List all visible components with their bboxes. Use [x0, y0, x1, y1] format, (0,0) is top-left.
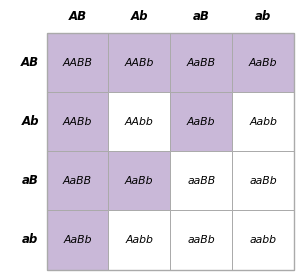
Text: AAbb: AAbb [125, 117, 154, 127]
Bar [108, 33, 170, 92]
Bar [46, 92, 108, 151]
Text: Aabb: Aabb [125, 235, 153, 245]
Bar [170, 92, 232, 151]
Text: Ab: Ab [130, 10, 148, 23]
Text: aabb: aabb [250, 235, 277, 245]
Bar [232, 210, 294, 270]
Text: aaBb: aaBb [249, 176, 277, 186]
Text: AB: AB [21, 56, 39, 69]
Bar [108, 92, 170, 151]
Bar [170, 33, 232, 92]
Text: AaBb: AaBb [125, 176, 154, 186]
Text: ab: ab [22, 233, 38, 246]
Text: aaBb: aaBb [188, 235, 215, 245]
Text: Ab: Ab [22, 115, 39, 128]
Text: AaBb: AaBb [187, 117, 215, 127]
Bar [170, 151, 232, 210]
Bar [46, 210, 108, 270]
Bar [46, 33, 108, 92]
Text: ab: ab [255, 10, 271, 23]
Text: AaBB: AaBB [63, 176, 92, 186]
Bar [170, 210, 232, 270]
Bar [108, 151, 170, 210]
Text: AABB: AABB [62, 57, 92, 68]
Bar [232, 33, 294, 92]
Text: aaBB: aaBB [187, 176, 215, 186]
Text: AABb: AABb [124, 57, 154, 68]
Text: AaBb: AaBb [249, 57, 277, 68]
Bar [232, 151, 294, 210]
Bar [46, 151, 108, 210]
Bar [232, 92, 294, 151]
Text: aB: aB [22, 174, 39, 187]
Text: AB: AB [68, 10, 86, 23]
Bar [46, 33, 294, 270]
Text: AaBb: AaBb [63, 235, 92, 245]
Text: Aabb: Aabb [249, 117, 277, 127]
Bar [108, 210, 170, 270]
Text: aB: aB [193, 10, 210, 23]
Text: AABb: AABb [63, 117, 92, 127]
Text: AaBB: AaBB [187, 57, 216, 68]
